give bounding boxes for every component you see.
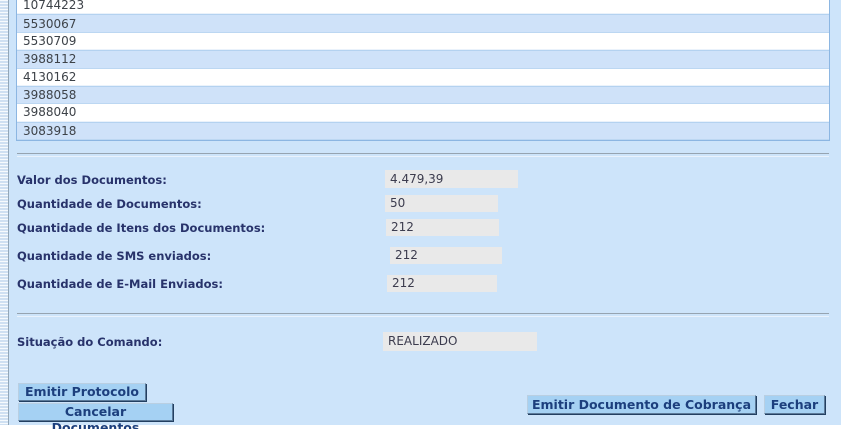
- quantidade-itens-value: 212: [386, 219, 499, 236]
- list-item[interactable]: 3988040: [17, 104, 829, 122]
- quantidade-documentos-label: Quantidade de Documentos:: [17, 197, 202, 211]
- list-item[interactable]: 5530709: [17, 33, 829, 51]
- quantidade-email-label: Quantidade de E-Mail Enviados:: [17, 277, 223, 291]
- document-list[interactable]: 10744223 5530067 5530709 3988112 4130162…: [16, 0, 830, 141]
- quantidade-itens-label: Quantidade de Itens dos Documentos:: [17, 221, 266, 235]
- quantidade-documentos-value: 50: [385, 195, 498, 212]
- list-item[interactable]: 4130162: [17, 69, 829, 86]
- quantidade-email-value: 212: [387, 275, 497, 292]
- situacao-comando-label: Situação do Comando:: [17, 335, 163, 349]
- cancelar-documentos-button[interactable]: Cancelar Documentos: [18, 403, 173, 429]
- valor-documentos-value: 4.479,39: [385, 170, 518, 188]
- list-item[interactable]: 5530067: [17, 14, 829, 33]
- list-item[interactable]: 3988112: [17, 50, 829, 69]
- list-item[interactable]: 3083918: [17, 121, 829, 140]
- left-edge-texture: [0, 0, 9, 425]
- list-item[interactable]: 3988058: [17, 85, 829, 105]
- list-item[interactable]: 10744223: [17, 0, 829, 15]
- quantidade-sms-value: 212: [390, 247, 502, 264]
- situacao-comando-value: REALIZADO: [383, 332, 537, 351]
- emitir-documento-cobranca-button[interactable]: Emitir Documento de Cobrança: [527, 395, 756, 414]
- divider: [17, 153, 829, 157]
- fechar-button[interactable]: Fechar: [764, 395, 825, 414]
- quantidade-sms-label: Quantidade de SMS enviados:: [17, 249, 212, 263]
- valor-documentos-label: Valor dos Documentos:: [17, 173, 167, 187]
- emitir-protocolo-button[interactable]: Emitir Protocolo: [18, 383, 146, 401]
- divider: [17, 313, 829, 317]
